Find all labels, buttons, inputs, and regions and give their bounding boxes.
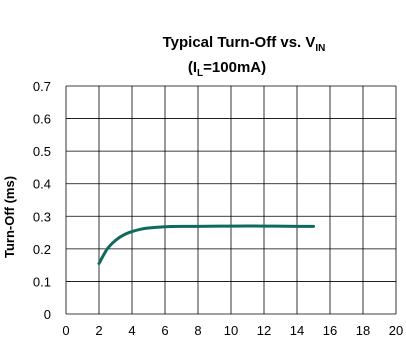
y-tick-label: 0	[44, 307, 51, 322]
chart-title-subscript: IN	[315, 43, 325, 54]
x-tick-label: 2	[95, 323, 102, 338]
chart-subtitle-open: (I	[188, 59, 197, 76]
x-tick-label: 4	[128, 323, 135, 338]
series-group	[97, 224, 315, 265]
x-tick-label: 6	[161, 323, 168, 338]
x-tick-label: 14	[290, 323, 304, 338]
y-tick-label: 0.1	[33, 274, 51, 289]
y-tick-label: 0.2	[33, 242, 51, 257]
x-ticks: 0 2 4 6 8 10 12 14 16 18 20	[62, 323, 403, 338]
series-line	[97, 224, 315, 265]
chart-subtitle: (IL=100mA)	[188, 59, 266, 79]
x-tick-label: 8	[194, 323, 201, 338]
x-tick-label: 12	[257, 323, 271, 338]
y-ticks: 0 0.1 0.2 0.3 0.4 0.5 0.6 0.7	[33, 79, 51, 322]
grid	[65, 85, 397, 315]
x-tick-label: 20	[389, 323, 403, 338]
chart-title-main: Typical Turn-Off vs. V	[163, 34, 316, 51]
chart-subtitle-subscript: L	[197, 68, 203, 79]
x-tick-label: 10	[224, 323, 238, 338]
chart-title: Typical Turn-Off vs. VIN	[163, 34, 326, 54]
y-tick-label: 0.3	[33, 209, 51, 224]
chart-subtitle-rest: =100mA)	[203, 59, 266, 76]
y-tick-label: 0.6	[33, 112, 51, 127]
y-tick-label: 0.5	[33, 144, 51, 159]
y-axis-label: Turn-Off (ms)	[2, 176, 17, 258]
x-tick-label: 18	[356, 323, 370, 338]
y-tick-label: 0.4	[33, 177, 51, 192]
x-tick-label: 16	[323, 323, 337, 338]
y-tick-label: 0.7	[33, 79, 51, 94]
x-tick-label: 0	[62, 323, 69, 338]
